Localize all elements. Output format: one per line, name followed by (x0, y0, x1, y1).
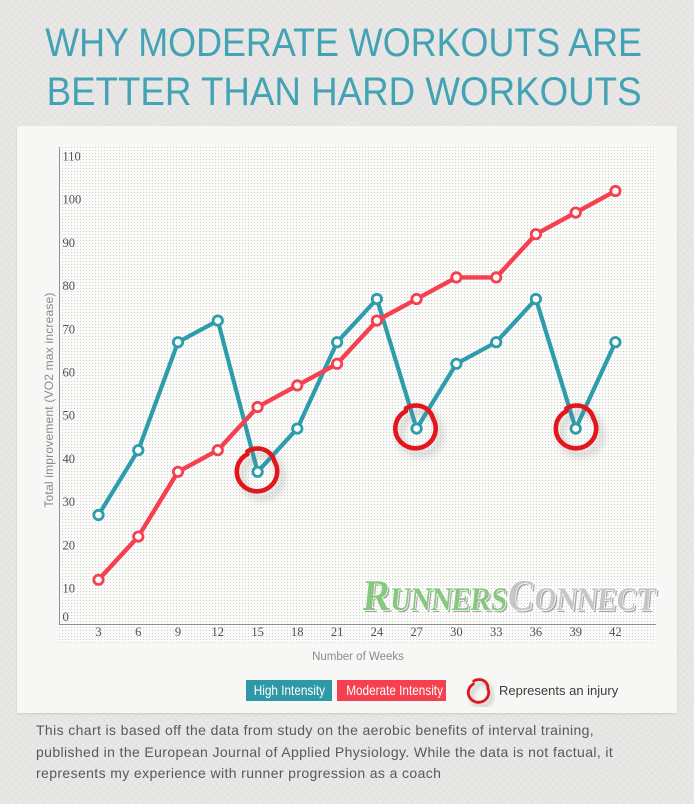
svg-text:36: 36 (530, 625, 543, 639)
svg-text:40: 40 (63, 452, 76, 466)
svg-text:60: 60 (63, 366, 76, 380)
svg-text:0: 0 (63, 610, 69, 624)
svg-text:12: 12 (212, 625, 225, 639)
svg-text:10: 10 (63, 582, 76, 596)
svg-text:RUNNERSCONNECT: RUNNERSCONNECT (361, 571, 659, 620)
svg-text:21: 21 (331, 625, 344, 639)
svg-text:70: 70 (63, 322, 76, 336)
svg-text:RUNNERSCONNECT: RUNNERSCONNECT (363, 573, 661, 622)
svg-text:18: 18 (291, 625, 304, 639)
svg-text:24: 24 (371, 625, 384, 639)
svg-text:90: 90 (63, 236, 76, 250)
svg-text:20: 20 (63, 538, 76, 552)
svg-text:110: 110 (63, 150, 81, 164)
svg-text:30: 30 (63, 495, 76, 509)
svg-text:50: 50 (63, 409, 76, 423)
svg-text:Total improvement (VO2 max inc: Total improvement (VO2 max increase) (42, 292, 56, 507)
svg-text:42: 42 (609, 625, 622, 639)
svg-text:27: 27 (410, 625, 423, 639)
svg-text:9: 9 (175, 625, 181, 639)
svg-text:33: 33 (490, 625, 503, 639)
svg-text:39: 39 (569, 625, 582, 639)
svg-text:3: 3 (95, 625, 101, 639)
svg-text:Number of Weeks: Number of Weeks (312, 651, 404, 663)
svg-text:30: 30 (450, 625, 463, 639)
svg-text:100: 100 (63, 193, 82, 207)
svg-text:15: 15 (251, 625, 264, 639)
svg-text:6: 6 (135, 625, 141, 639)
svg-text:80: 80 (63, 279, 76, 293)
